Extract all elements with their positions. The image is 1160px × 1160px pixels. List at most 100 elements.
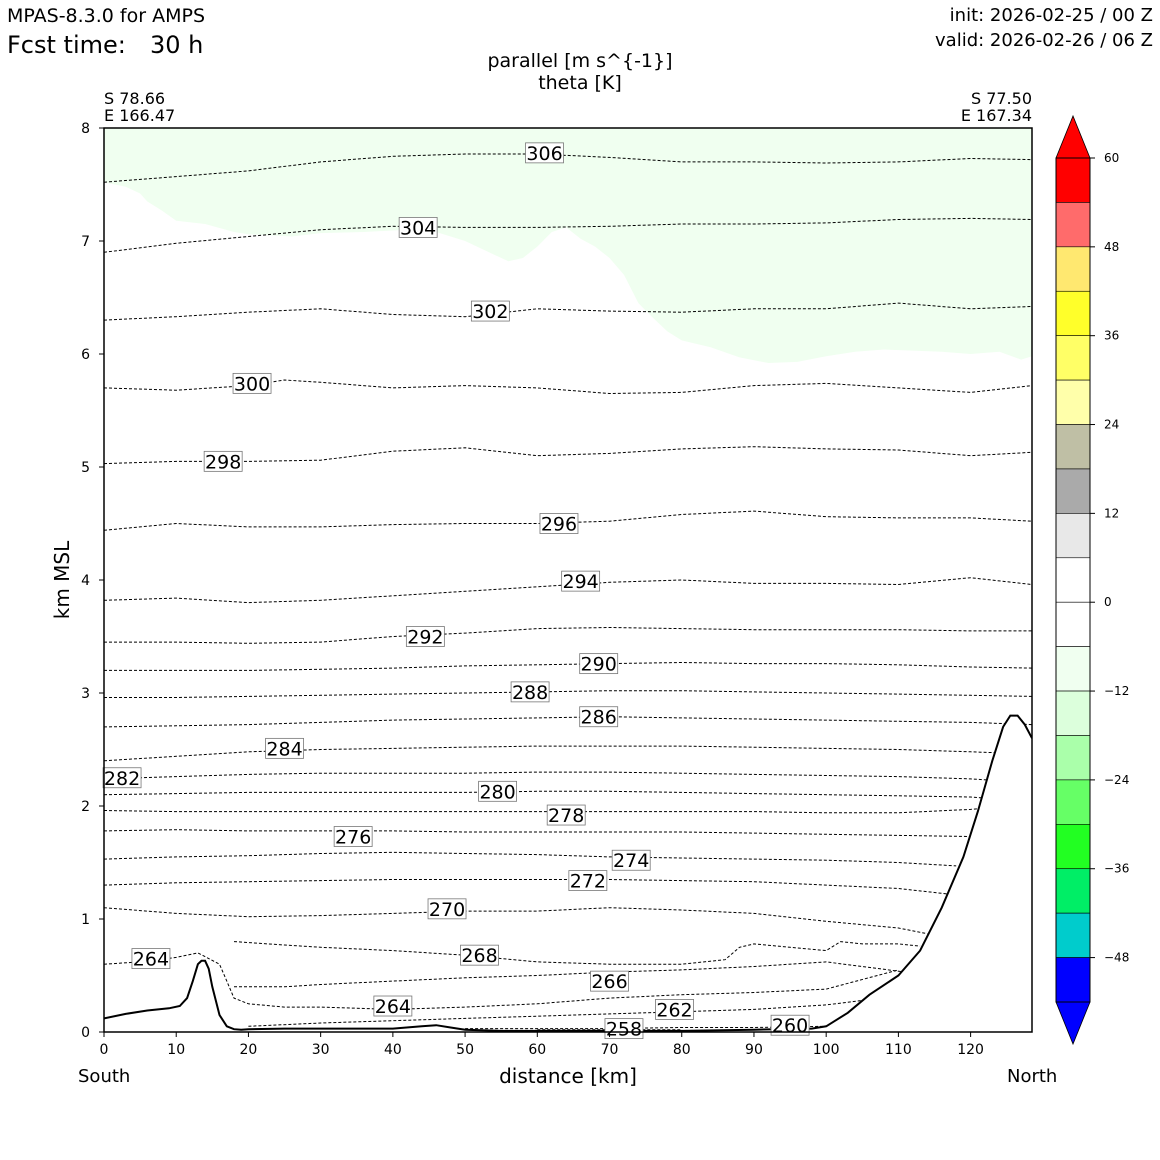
contour-label: 282 bbox=[104, 768, 140, 790]
contour-label-box bbox=[398, 217, 438, 238]
y-tick-label: 0 bbox=[81, 1025, 90, 1041]
contour-label: 278 bbox=[548, 805, 584, 827]
contour-label-box bbox=[265, 737, 304, 759]
colorbar-segment bbox=[1055, 468, 1091, 514]
left-endpoint-name: South bbox=[78, 1066, 131, 1087]
contour-label-box bbox=[579, 653, 619, 675]
theta-contour-306 bbox=[104, 153, 1032, 183]
colorbar-tick-label: 60 bbox=[1104, 151, 1119, 165]
y-tick-label: 1 bbox=[81, 912, 90, 928]
colorbar-segment bbox=[1055, 824, 1091, 870]
contour-label-box bbox=[427, 898, 467, 920]
colorbar-segment bbox=[1055, 202, 1091, 248]
theta-contour-268 bbox=[233, 941, 921, 965]
contour-label: 304 bbox=[400, 217, 436, 239]
colorbar-tick-label: 0 bbox=[1104, 595, 1112, 609]
colorbar-segment bbox=[1055, 646, 1091, 692]
theta-contour-274 bbox=[104, 851, 957, 867]
colorbar-segment bbox=[1055, 557, 1091, 603]
right-endpoint-name: North bbox=[1007, 1066, 1058, 1087]
contour-label: 264 bbox=[375, 996, 411, 1018]
y-tick-label: 2 bbox=[81, 799, 90, 815]
colorbar-segment bbox=[1055, 868, 1091, 914]
contour-label-box bbox=[460, 944, 499, 966]
theta-contour-262 bbox=[248, 995, 885, 1027]
colorbar-segment bbox=[1055, 513, 1091, 559]
contour-label-box bbox=[604, 1018, 644, 1040]
contour-label: 286 bbox=[581, 707, 617, 729]
contour-label: 264 bbox=[133, 949, 169, 971]
contour-label-box bbox=[568, 870, 608, 891]
contour-label-box bbox=[561, 570, 601, 592]
x-tick-label: 20 bbox=[240, 1042, 258, 1058]
colorbar-segment bbox=[1055, 957, 1091, 1003]
y-tick-label: 5 bbox=[81, 460, 90, 476]
x-tick-label: 10 bbox=[167, 1042, 185, 1058]
colorbar-over-arrow bbox=[1055, 114, 1091, 159]
contour-label-box bbox=[232, 372, 272, 394]
contour-label: 296 bbox=[541, 514, 577, 536]
theta-contour-270 bbox=[104, 907, 928, 935]
colorbar-frame bbox=[1055, 157, 1091, 1003]
wind-fill-region bbox=[104, 128, 1032, 363]
chart-title-wind: parallel [m s^{-1}] bbox=[487, 50, 673, 72]
contour-label-box bbox=[203, 450, 243, 472]
x-tick-label: 80 bbox=[673, 1042, 691, 1058]
right-endpoint-lon: E 167.34 bbox=[960, 106, 1032, 125]
contour-label: 266 bbox=[591, 971, 627, 993]
x-tick-label: 100 bbox=[813, 1042, 840, 1058]
contour-label: 290 bbox=[581, 654, 617, 676]
colorbar-tick-label: 24 bbox=[1104, 418, 1119, 432]
terrain-fill bbox=[104, 715, 1032, 1032]
theta-contour-284 bbox=[104, 745, 1032, 762]
colorbar-tick-label: 36 bbox=[1104, 329, 1119, 343]
y-tick-label: 6 bbox=[81, 347, 90, 363]
contour-label: 260 bbox=[772, 1015, 808, 1037]
contour-label-box bbox=[102, 767, 142, 789]
y-tick-label: 3 bbox=[81, 686, 90, 702]
contour-label: 272 bbox=[570, 871, 606, 893]
contour-label: 306 bbox=[526, 143, 562, 165]
contour-label: 262 bbox=[656, 999, 692, 1021]
contour-label-box bbox=[510, 681, 550, 703]
contour-label-box bbox=[131, 948, 171, 969]
x-tick-label: 70 bbox=[601, 1042, 619, 1058]
x-tick-label: 0 bbox=[100, 1042, 109, 1058]
colorbar-segment bbox=[1055, 735, 1091, 781]
contour-label-box bbox=[770, 1014, 810, 1036]
theta-contour-292 bbox=[104, 626, 1032, 644]
forecast-time-label: Fcst time: bbox=[7, 31, 126, 59]
contour-label: 280 bbox=[479, 781, 515, 803]
colorbar-segment bbox=[1055, 424, 1091, 470]
contour-label: 284 bbox=[266, 738, 302, 760]
contour-label-box bbox=[373, 995, 413, 1017]
colorbar-segment bbox=[1055, 690, 1091, 736]
right-endpoint-lat: S 77.50 bbox=[970, 89, 1032, 108]
theta-contour-304 bbox=[104, 217, 1032, 253]
colorbar-tick-label: 12 bbox=[1104, 506, 1119, 520]
theta-contour-278 bbox=[104, 807, 986, 814]
contour-label: 288 bbox=[512, 682, 548, 704]
colorbar-segment bbox=[1055, 601, 1091, 647]
theta-contour-266 bbox=[234, 961, 906, 988]
x-tick-label: 90 bbox=[745, 1042, 763, 1058]
contour-label-box bbox=[546, 804, 586, 826]
forecast-time-value: 30 h bbox=[150, 31, 204, 59]
y-tick-label: 4 bbox=[81, 573, 90, 589]
contour-label: 276 bbox=[335, 827, 371, 849]
contour-label-box bbox=[405, 626, 445, 647]
contour-label-box bbox=[590, 970, 629, 992]
y-tick-label: 8 bbox=[81, 121, 90, 137]
x-tick-label: 50 bbox=[456, 1042, 474, 1058]
theta-contour-296 bbox=[104, 510, 1032, 531]
contour-label-box bbox=[525, 142, 564, 164]
x-tick-label: 40 bbox=[384, 1042, 402, 1058]
theta-contour-272 bbox=[104, 879, 949, 895]
colorbar-segment bbox=[1055, 290, 1091, 336]
contour-label: 258 bbox=[606, 1019, 642, 1041]
theta-contour-282 bbox=[104, 771, 1007, 782]
colorbar-segment bbox=[1055, 779, 1091, 825]
x-axis-label: distance [km] bbox=[499, 1064, 637, 1088]
contour-label: 302 bbox=[472, 301, 508, 323]
